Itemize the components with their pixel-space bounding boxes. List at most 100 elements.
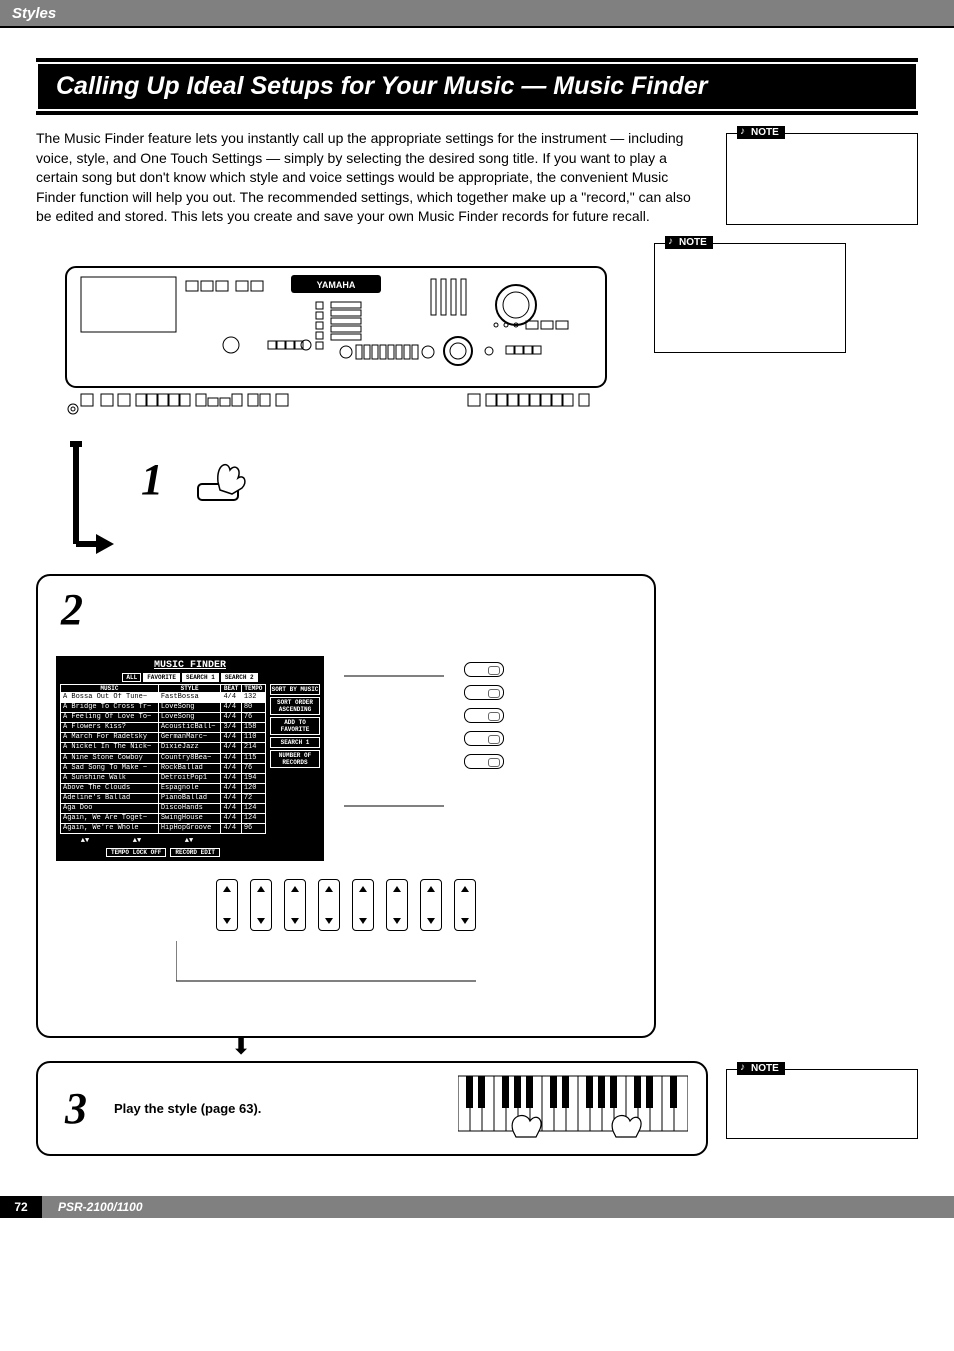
bottom-push-buttons	[56, 879, 636, 931]
sort-toggle[interactable]: ▲▼	[112, 836, 162, 846]
note-box-3: NOTE	[726, 1069, 918, 1139]
keyboard-illustration: YAMAHA	[36, 257, 636, 422]
col-tempo: TEMPO	[241, 685, 265, 693]
table-cell: 4/4	[221, 763, 241, 773]
flow-arrow-1	[36, 434, 116, 574]
side-button[interactable]	[464, 708, 504, 723]
record-edit-button[interactable]: RECORD EDIT	[170, 848, 220, 857]
table-cell: 214	[241, 743, 265, 753]
add-favorite-button[interactable]: ADD TO FAVORITE	[270, 717, 320, 735]
tempo-lock-button[interactable]: TEMPO LOCK OFF	[106, 848, 166, 857]
side-button[interactable]	[464, 685, 504, 700]
side-button[interactable]	[464, 662, 504, 677]
callout-line-bottom	[176, 931, 476, 991]
table-cell: A Bossa Out Of Tune~	[61, 693, 159, 703]
table-cell: FastBossa	[158, 693, 221, 703]
table-cell: RockBallad	[158, 763, 221, 773]
search-button[interactable]: SEARCH 1	[270, 737, 320, 748]
note-label: NOTE	[737, 1062, 785, 1075]
table-cell: Aga Doo	[61, 804, 159, 814]
updown-button[interactable]	[454, 879, 476, 931]
table-cell: 4/4	[221, 814, 241, 824]
side-button[interactable]	[464, 731, 504, 746]
table-cell: A Nine Stone Cowboy	[61, 753, 159, 763]
table-cell: Again, We Are Toget~	[61, 814, 159, 824]
tab-search1[interactable]: SEARCH 1	[182, 673, 219, 682]
table-cell: 120	[241, 783, 265, 793]
tab-search2[interactable]: SEARCH 2	[221, 673, 258, 682]
table-row[interactable]: Adeline's BalladPianoBallad4/472	[61, 793, 266, 803]
table-cell: 4/4	[221, 693, 241, 703]
table-cell: 124	[241, 814, 265, 824]
table-row[interactable]: Again, We're WholeHipHopGroove4/496	[61, 824, 266, 834]
table-cell: 158	[241, 723, 265, 733]
table-cell: GermanMarc~	[158, 733, 221, 743]
table-cell: 72	[241, 793, 265, 803]
updown-button[interactable]	[250, 879, 272, 931]
table-cell: A Bridge To Cross Tr~	[61, 703, 159, 713]
sort-by-button[interactable]: SORT BY MUSIC	[270, 684, 320, 695]
screen-title: MUSIC FINDER	[60, 660, 320, 671]
lcd-panel-frame: 2 MUSIC FINDER ALL FAVORITE SEARCH 1 SEA…	[36, 574, 656, 1038]
table-cell: A Flowers Kiss?	[61, 723, 159, 733]
sort-toggle[interactable]: ▲▼	[164, 836, 214, 846]
updown-button[interactable]	[352, 879, 374, 931]
hand-press-icon	[188, 444, 258, 514]
piano-hand-illustration	[458, 1071, 688, 1146]
note-label: NOTE	[737, 126, 785, 139]
table-cell: Espagnole	[158, 783, 221, 793]
table-row[interactable]: A Feeling Of Love To~LoveSong4/476	[61, 713, 266, 723]
table-cell: 4/4	[221, 733, 241, 743]
updown-button[interactable]	[284, 879, 306, 931]
table-row[interactable]: A Sad Song To Make ~RockBallad4/476	[61, 763, 266, 773]
table-row[interactable]: A Nine Stone CowboyCountry8Bea~4/4115	[61, 753, 266, 763]
note-label: NOTE	[665, 236, 713, 249]
updown-button[interactable]	[386, 879, 408, 931]
table-row[interactable]: A Nickel In The Nick~DixieJazz4/4214	[61, 743, 266, 753]
updown-button[interactable]	[318, 879, 340, 931]
table-cell: Again, We're Whole	[61, 824, 159, 834]
table-cell: 4/4	[221, 824, 241, 834]
table-cell: LoveSong	[158, 703, 221, 713]
table-cell: 4/4	[221, 703, 241, 713]
page-title-block: Calling Up Ideal Setups for Your Music —…	[36, 58, 918, 115]
note-box-1: NOTE	[726, 133, 918, 225]
col-style: STYLE	[158, 685, 221, 693]
table-cell: Above The Clouds	[61, 783, 159, 793]
table-row[interactable]: A Flowers Kiss?AcousticBall~3/4158	[61, 723, 266, 733]
step-number-1: 1	[132, 454, 172, 505]
tab-favorite[interactable]: FAVORITE	[143, 673, 180, 682]
table-row[interactable]: Aga DooDiscoHands4/4124	[61, 804, 266, 814]
table-cell: HipHopGroove	[158, 824, 221, 834]
table-cell: A Nickel In The Nick~	[61, 743, 159, 753]
table-cell: 4/4	[221, 793, 241, 803]
table-cell: A March For Radetsky	[61, 733, 159, 743]
table-cell: 4/4	[221, 743, 241, 753]
table-row[interactable]: A Bossa Out Of Tune~FastBossa4/4132	[61, 693, 266, 703]
updown-button[interactable]	[216, 879, 238, 931]
table-cell: 76	[241, 763, 265, 773]
sort-toggle[interactable]: ▲▼	[60, 836, 110, 846]
callout-lines	[344, 656, 444, 836]
table-cell: DiscoHands	[158, 804, 221, 814]
table-cell: Adeline's Ballad	[61, 793, 159, 803]
sort-order-button[interactable]: SORT ORDER ASCENDING	[270, 697, 320, 715]
note-box-2: NOTE	[654, 243, 846, 353]
table-cell: 4/4	[221, 713, 241, 723]
table-cell: A Feeling Of Love To~	[61, 713, 159, 723]
side-button[interactable]	[464, 754, 504, 769]
screen-tabs: ALL FAVORITE SEARCH 1 SEARCH 2	[60, 673, 320, 682]
updown-button[interactable]	[420, 879, 442, 931]
table-cell: DetroitPop1	[158, 773, 221, 783]
table-row[interactable]: A Sunshine WalkDetroitPop14/4194	[61, 773, 266, 783]
table-row[interactable]: Above The CloudsEspagnole4/4120	[61, 783, 266, 793]
table-cell: 124	[241, 804, 265, 814]
table-cell: A Sunshine Walk	[61, 773, 159, 783]
table-row[interactable]: A Bridge To Cross Tr~LoveSong4/480	[61, 703, 266, 713]
table-cell: 3/4	[221, 723, 241, 733]
table-row[interactable]: Again, We Are Toget~SwingHouse4/4124	[61, 814, 266, 824]
tab-all[interactable]: ALL	[122, 673, 141, 682]
page-number: 72	[0, 1196, 42, 1218]
table-cell: A Sad Song To Make ~	[61, 763, 159, 773]
table-row[interactable]: A March For RadetskyGermanMarc~4/4110	[61, 733, 266, 743]
